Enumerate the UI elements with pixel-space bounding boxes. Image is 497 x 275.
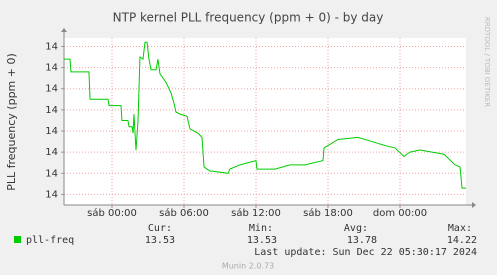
y-tick-label: 14	[45, 168, 58, 179]
y-tick-label: 14	[45, 105, 58, 116]
x-axis-arrow	[472, 202, 476, 208]
y-tick-label: 14	[45, 41, 58, 52]
legend-swatch	[14, 236, 21, 243]
x-tick-label: dom 00:00	[373, 208, 427, 219]
y-tick-label: 14	[45, 189, 58, 200]
stat-label: Avg:	[344, 223, 368, 234]
credit: Munin 2.0.73	[222, 262, 274, 271]
stat-label: Min:	[249, 223, 273, 234]
y-tick-label: 14	[45, 126, 58, 137]
y-axis-arrow	[61, 28, 67, 32]
y-axis-label: PLL frequency (ppm + 0)	[5, 53, 18, 191]
legend-label: pll-freq	[26, 235, 74, 246]
watermark: RRDTOOL / TOBI OETIKER	[483, 17, 491, 107]
stat-value: 14.22	[447, 235, 477, 246]
x-tick-label: sáb 00:00	[87, 207, 137, 219]
stat-label: Cur:	[148, 223, 172, 234]
stat-value: 13.53	[145, 235, 175, 246]
x-tick-label: sáb 06:00	[159, 207, 209, 219]
y-tick-label: 14	[45, 84, 58, 95]
last-update: Last update: Sun Dec 22 05:30:17 2024	[254, 247, 477, 258]
y-tick-label: 14	[45, 63, 58, 74]
stat-value: 13.53	[247, 235, 277, 246]
data-line	[64, 41, 466, 189]
y-tick-label: 14	[45, 147, 58, 158]
stat-value: 13.78	[347, 235, 377, 246]
chart-title: NTP kernel PLL frequency (ppm + 0) - by …	[113, 11, 384, 25]
x-tick-label: sáb 12:00	[231, 207, 281, 219]
x-tick-label: sáb 18:00	[303, 207, 353, 219]
stat-label: Max:	[448, 223, 472, 234]
plot-area	[64, 38, 466, 205]
